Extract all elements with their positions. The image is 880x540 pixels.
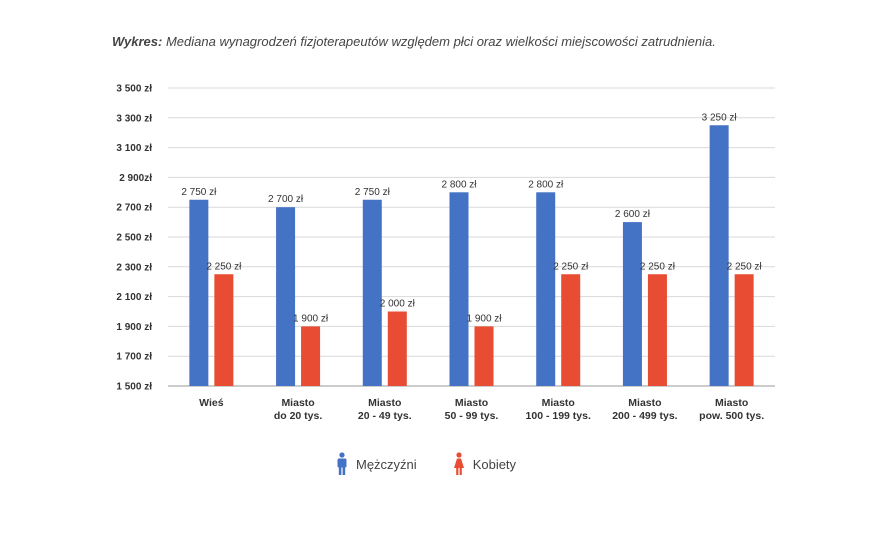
x-tick-label: 20 - 49 tys. bbox=[358, 410, 412, 422]
bar-women bbox=[301, 326, 321, 386]
y-tick-label: 2 300 zł bbox=[116, 262, 152, 273]
data-label: 3 250 zł bbox=[702, 112, 738, 123]
bar-women bbox=[214, 274, 234, 386]
y-tick-label: 1 900 zł bbox=[116, 322, 152, 333]
bar-women bbox=[561, 274, 581, 386]
x-tick-label: Miasto bbox=[281, 397, 314, 409]
data-label: 1 900 zł bbox=[466, 313, 502, 324]
chart-legend: Mężczyźni Kobiety bbox=[336, 452, 516, 476]
y-tick-label: 1 500 zł bbox=[116, 382, 152, 393]
data-label: 2 750 zł bbox=[355, 187, 391, 198]
legend-label-men: Mężczyźni bbox=[356, 456, 417, 472]
data-label: 2 250 zł bbox=[640, 261, 676, 272]
bar-men bbox=[536, 192, 556, 386]
data-label: 2 600 zł bbox=[615, 209, 651, 220]
y-tick-label: 1 700 zł bbox=[116, 352, 152, 363]
chart-caption: Wykres: Mediana wynagrodzeń fizjoterapeu… bbox=[112, 34, 716, 49]
data-label: 2 750 zł bbox=[181, 187, 217, 198]
y-tick-label: 3 300 zł bbox=[116, 113, 152, 124]
bar-women bbox=[387, 311, 407, 386]
y-tick-label: 2 900zł bbox=[119, 173, 152, 184]
legend-label-women: Kobiety bbox=[472, 456, 517, 472]
bar-chart: 1 500 zł 1 700 zł 1 900 zł 2 100 zł 2 300 zł… bbox=[116, 84, 775, 422]
bar-men bbox=[189, 199, 209, 386]
bar-men bbox=[709, 125, 729, 386]
caption-text: Mediana wynagrodzeń fizjoterapeutów wzgl… bbox=[165, 34, 716, 49]
data-label: 2 250 zł bbox=[206, 261, 242, 272]
legend-item-men: Mężczyźni bbox=[336, 452, 417, 476]
data-label: 2 250 zł bbox=[553, 261, 589, 272]
data-label: 2 700 zł bbox=[268, 194, 304, 205]
caption-lead: Wykres: bbox=[112, 34, 163, 49]
x-tick-label: pow. 500 tys. bbox=[699, 410, 764, 422]
x-tick-label: do 20 tys. bbox=[274, 410, 323, 422]
bar-women bbox=[734, 274, 754, 386]
x-tick-label: 200 - 499 tys. bbox=[612, 410, 677, 422]
x-tick-label: Miasto bbox=[628, 397, 661, 409]
bar-men bbox=[622, 222, 642, 386]
legend-item-women: Kobiety bbox=[453, 452, 516, 476]
y-tick-label: 3 500 zł bbox=[116, 84, 152, 95]
y-tick-label: 3 100 zł bbox=[116, 143, 152, 154]
data-label: 2 250 zł bbox=[727, 261, 763, 272]
y-tick-label: 2 700 zł bbox=[116, 203, 152, 214]
male-person-icon bbox=[337, 452, 347, 475]
y-tick-label: 2 500 zł bbox=[116, 233, 152, 244]
bar-men bbox=[362, 199, 382, 386]
bar-men bbox=[449, 192, 469, 386]
data-label: 2 000 zł bbox=[380, 299, 416, 310]
x-tick-label: 100 - 199 tys. bbox=[526, 410, 591, 422]
x-tick-label: Miasto bbox=[542, 397, 575, 409]
x-tick-label: Miasto bbox=[715, 397, 748, 409]
bar-women bbox=[647, 274, 667, 386]
x-tick-label: Wieś bbox=[199, 397, 224, 409]
bar-men bbox=[276, 207, 296, 386]
x-tick-label: 50 - 99 tys. bbox=[445, 410, 499, 422]
x-tick-label: Miasto bbox=[455, 397, 488, 409]
data-label: 2 800 zł bbox=[528, 179, 564, 190]
data-label: 1 900 zł bbox=[293, 313, 329, 324]
x-tick-label: Miasto bbox=[368, 397, 401, 409]
data-label: 2 800 zł bbox=[441, 179, 477, 190]
bar-women bbox=[474, 326, 494, 386]
y-tick-label: 2 100 zł bbox=[116, 292, 152, 303]
female-person-icon bbox=[453, 452, 464, 475]
